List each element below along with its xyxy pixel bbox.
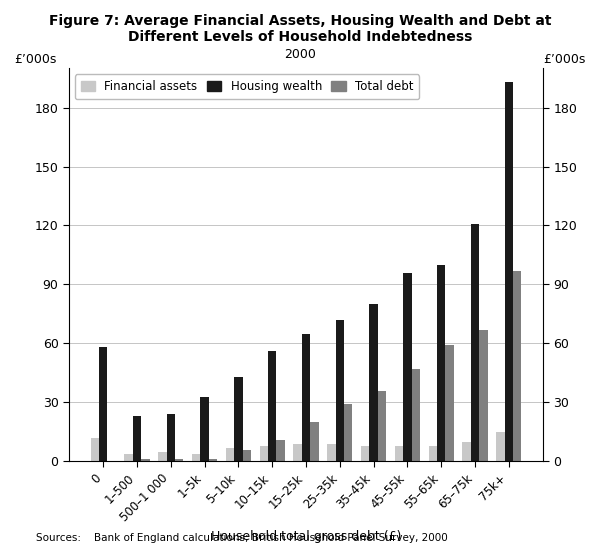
Text: 2000: 2000 [284,48,316,61]
Bar [124,454,133,461]
Bar [99,347,107,461]
Bar [226,448,234,461]
Bar [370,304,378,461]
Bar [505,82,513,461]
Bar [158,452,167,461]
Bar [260,446,268,461]
Bar [209,459,217,461]
Text: Figure 7: Average Financial Assets, Housing Wealth and Debt at: Figure 7: Average Financial Assets, Hous… [49,14,551,28]
Text: £’000s: £’000s [14,54,57,66]
Bar [428,446,437,461]
Bar [496,432,505,461]
Bar [437,265,445,461]
Bar [268,351,277,461]
Bar [167,414,175,461]
Bar [378,390,386,461]
Legend: Financial assets, Housing wealth, Total debt: Financial assets, Housing wealth, Total … [75,74,419,99]
Bar [327,444,335,461]
Bar [242,449,251,461]
X-axis label: Household total gross debt (£): Household total gross debt (£) [211,530,401,543]
Text: Different Levels of Household Indebtedness: Different Levels of Household Indebtedne… [128,30,472,44]
Bar [293,444,302,461]
Bar [395,446,403,461]
Bar [91,438,99,461]
Bar [335,320,344,461]
Bar [471,223,479,461]
Bar [361,446,370,461]
Bar [200,396,209,461]
Bar [234,377,242,461]
Bar [445,346,454,461]
Text: £’000s: £’000s [543,54,586,66]
Bar [412,369,420,461]
Bar [175,459,184,461]
Bar [133,416,141,461]
Bar [277,440,285,461]
Bar [141,459,149,461]
Bar [479,330,488,461]
Bar [302,334,310,461]
Bar [403,272,412,461]
Bar [513,271,521,461]
Bar [463,442,471,461]
Bar [310,422,319,461]
Text: Sources:    Bank of England calculations; British Household Panel Survey, 2000: Sources: Bank of England calculations; B… [36,533,448,543]
Bar [192,454,200,461]
Bar [344,405,352,461]
